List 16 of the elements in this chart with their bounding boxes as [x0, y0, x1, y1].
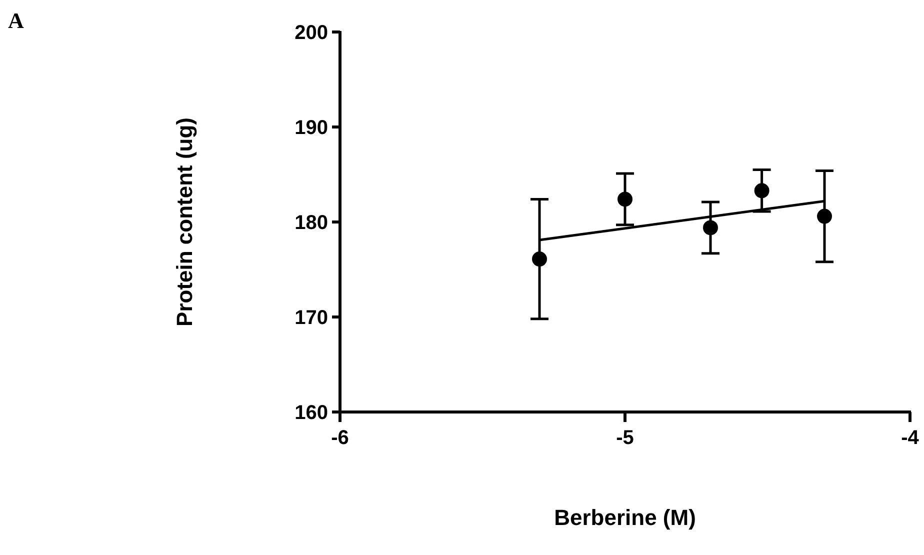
- point: [817, 208, 832, 224]
- y-tick-label: 170: [294, 307, 328, 329]
- x-axis-title: Berberine (M): [554, 505, 696, 530]
- y-tick-label: 180: [294, 212, 328, 234]
- point: [703, 220, 718, 236]
- x-tick-label: -4: [901, 427, 920, 449]
- x-tick-label: -5: [616, 427, 634, 449]
- point: [532, 252, 547, 267]
- point: [754, 183, 770, 198]
- point: [618, 192, 632, 207]
- x-tick-label: -6: [331, 427, 349, 449]
- y-axis-title: Protein content (ug): [172, 118, 197, 326]
- text: A: [8, 8, 24, 33]
- y-tick-label: 190: [294, 117, 328, 139]
- y-tick-label: 200: [294, 22, 328, 44]
- y-tick-label: 160: [294, 402, 328, 424]
